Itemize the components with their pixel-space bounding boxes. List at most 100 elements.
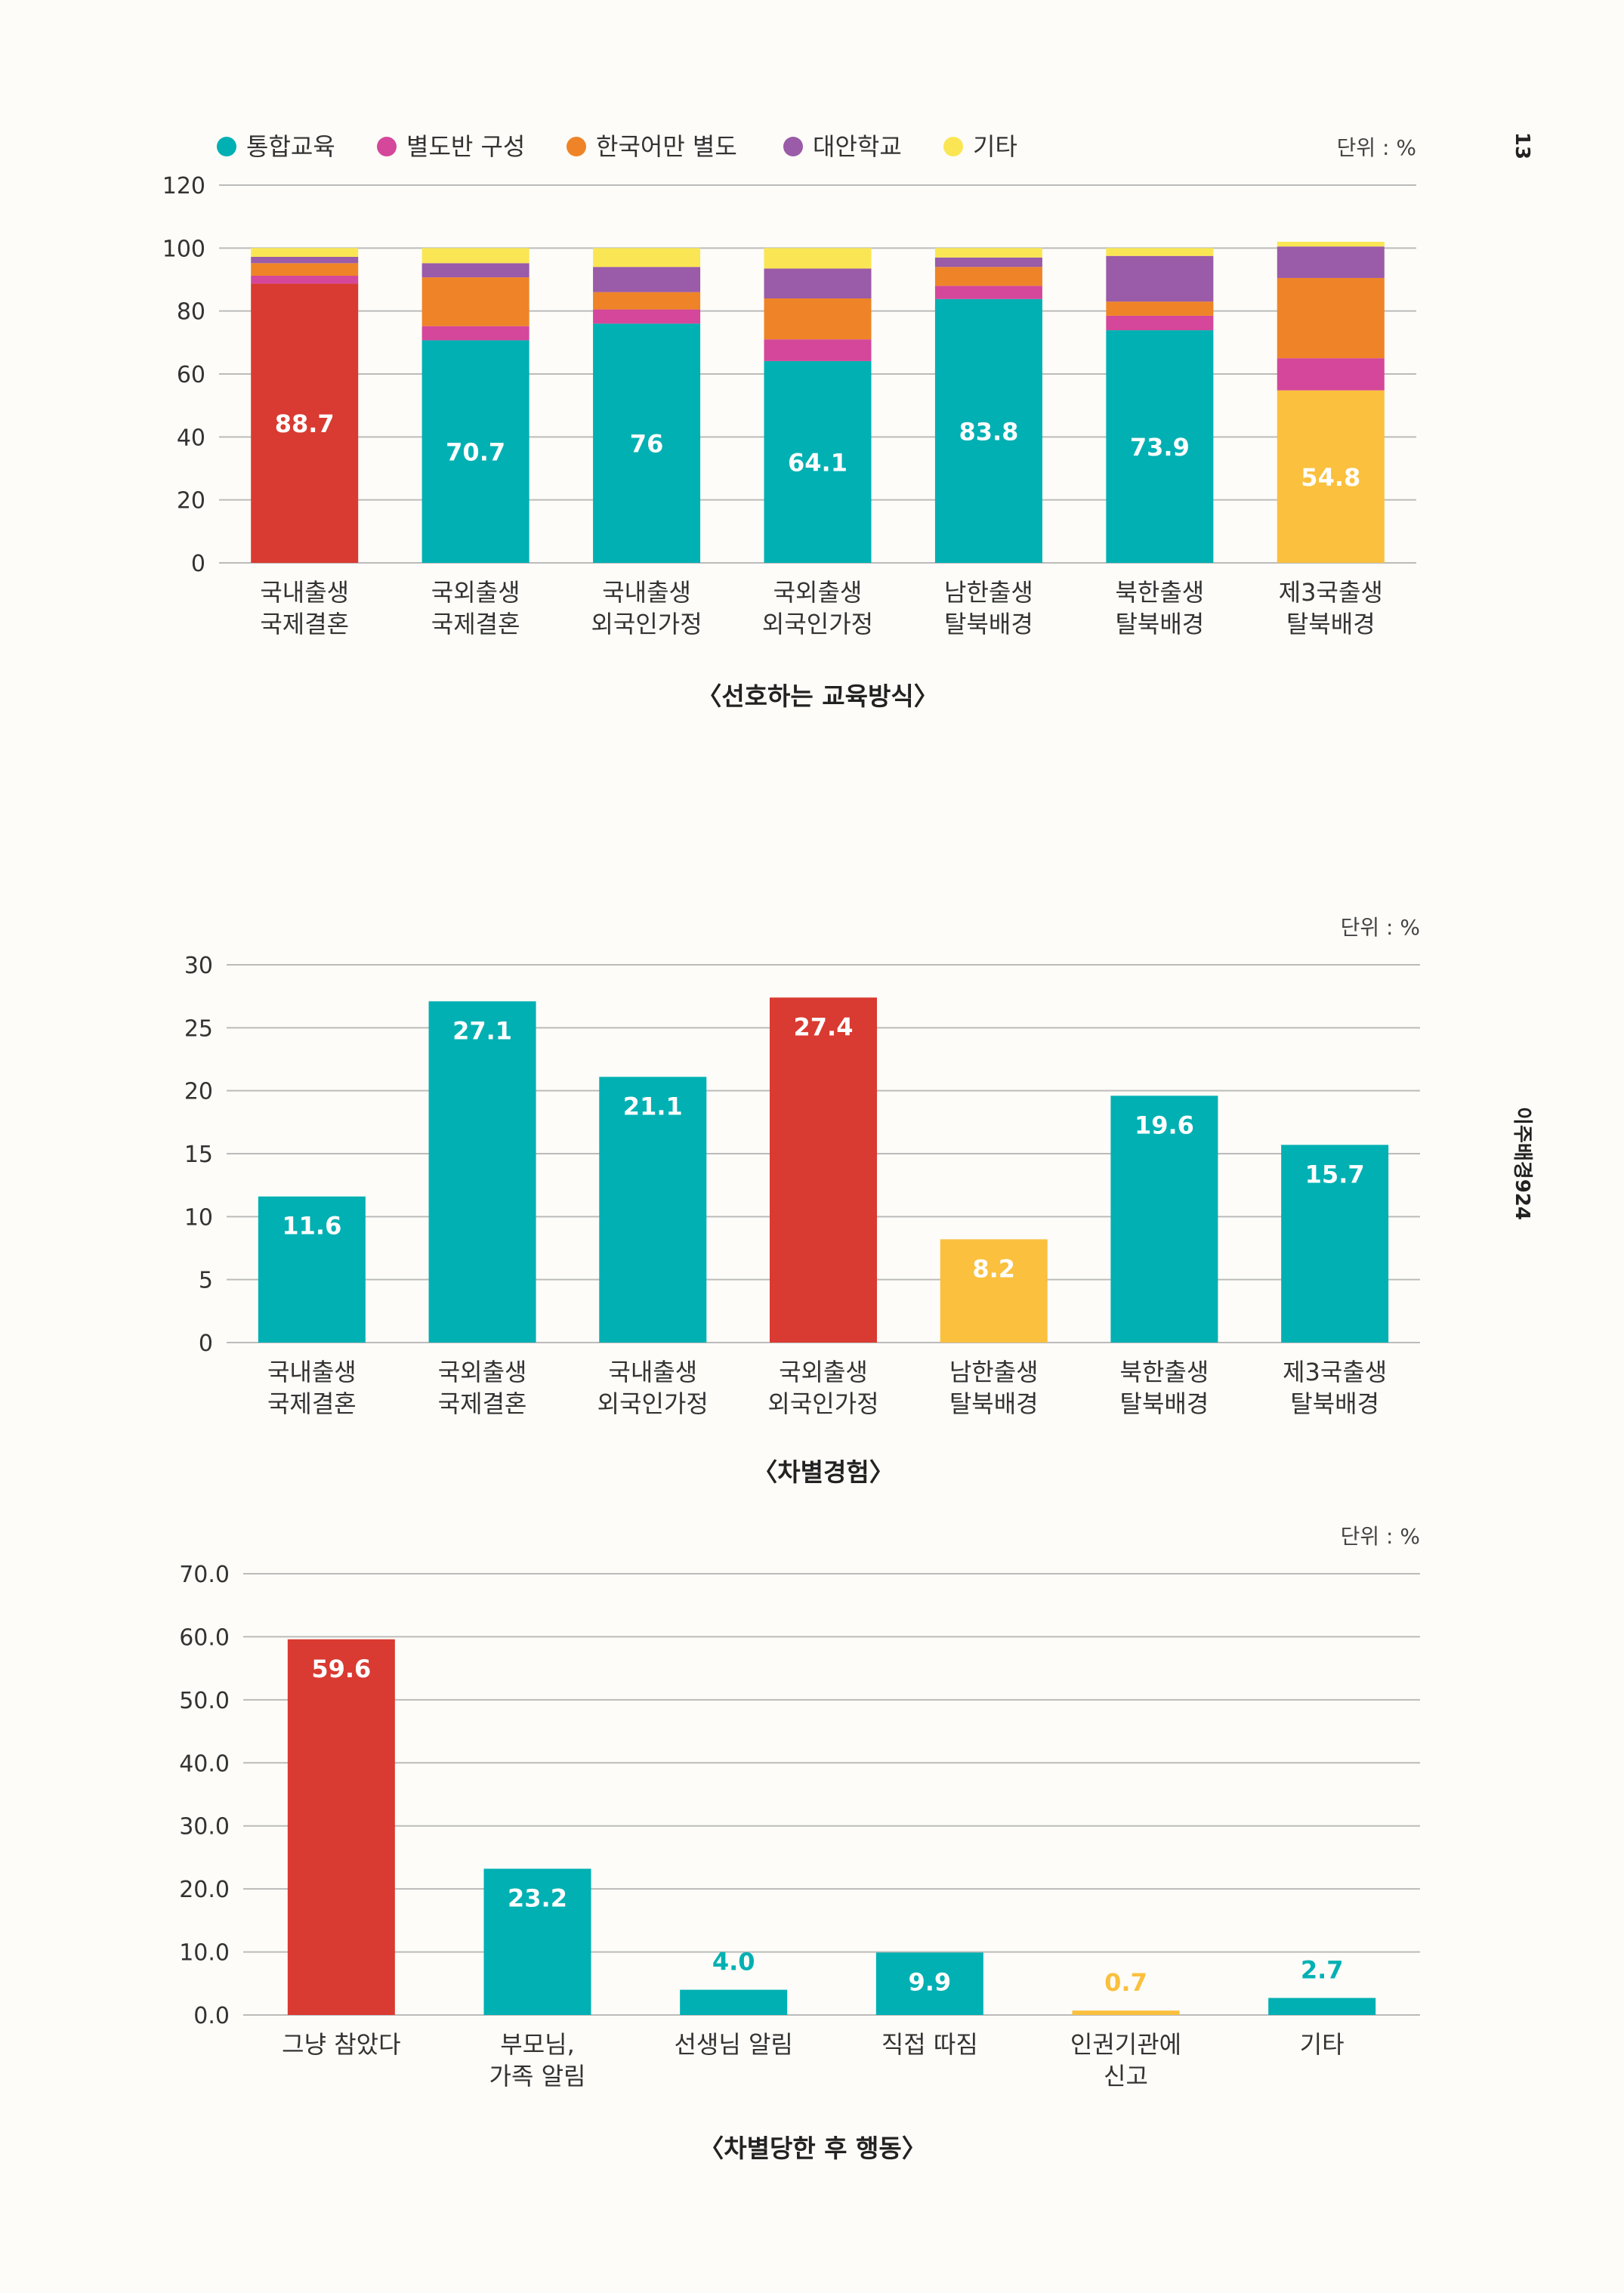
data-label: 23.2 [508, 1884, 567, 1912]
bar-segment [1106, 301, 1213, 316]
after-discrimination-action-chart: 0.0 10.0 20.0 30.0 40.0 50.0 60.0 70.0 단위 : % 59.… [179, 1524, 1420, 2163]
data-label: 76 [630, 430, 664, 459]
bar-segment [593, 267, 700, 292]
category-label: 탈북배경 [1120, 1389, 1209, 1418]
bar [288, 1639, 395, 2015]
y-tick-label: 20.0 [179, 1877, 230, 1903]
bar-segment [422, 277, 529, 326]
category-label: 국내출생 [260, 578, 349, 607]
y-tick-label: 50.0 [179, 1688, 230, 1714]
bar-segment [1106, 248, 1213, 255]
data-label: 19.6 [1135, 1111, 1194, 1139]
bar-segment [422, 248, 529, 263]
bar-segment [422, 326, 529, 341]
data-label: 21.1 [623, 1092, 683, 1120]
category-label: 국내출생 [267, 1358, 357, 1386]
category-label: 외국인가정 [767, 1389, 878, 1418]
y-tick-label: 0 [191, 551, 205, 577]
y-tick-label: 100 [162, 236, 205, 262]
bar-segment [1277, 246, 1385, 278]
bar-segment [935, 258, 1042, 267]
bar-segment [1106, 256, 1213, 301]
legend-label: 통합교육 [246, 132, 335, 161]
category-label: 북한출생 [1120, 1358, 1209, 1386]
y-tick-label: 10 [184, 1204, 213, 1231]
data-label: 54.8 [1301, 463, 1360, 492]
category-label: 탈북배경 [949, 1389, 1039, 1418]
data-label: 59.6 [311, 1655, 371, 1683]
legend-swatch [943, 137, 963, 156]
y-tick-label: 40.0 [179, 1751, 230, 1777]
data-label: 70.7 [446, 438, 505, 467]
bar-segment [593, 292, 700, 310]
y-tick-label: 25 [184, 1015, 213, 1042]
category-label: 외국인가정 [762, 610, 873, 638]
category-label: 국외출생 [431, 578, 520, 607]
bar [429, 1001, 536, 1343]
bar [1073, 2010, 1180, 2015]
bar-segment [764, 298, 872, 339]
legend-label: 한국어만 별도 [596, 132, 737, 161]
y-tick-label: 30 [184, 953, 213, 979]
y-tick-label: 15 [184, 1142, 213, 1168]
data-label: 27.1 [452, 1016, 512, 1045]
y-tick-label: 60.0 [179, 1624, 230, 1651]
data-label: 27.4 [794, 1012, 854, 1041]
category-label: 국제결혼 [260, 610, 349, 638]
education-preference-chart: 통합교육 별도반 구성 한국어만 별도 대안학교 기타 0 20 40 60 80 100 120 단위… [162, 132, 1416, 711]
bar-segment [1277, 242, 1385, 246]
category-label: 외국인가정 [597, 1389, 709, 1418]
category-label: 인권기관에 [1070, 2030, 1181, 2059]
category-label: 국내출생 [608, 1358, 697, 1386]
category-label: 선생님 알림 [674, 2030, 792, 2059]
y-tick-label: 20 [177, 488, 205, 515]
bar-segment [1106, 316, 1213, 330]
category-label: 국제결혼 [438, 1389, 527, 1418]
unit-label: 단위 : % [1341, 1524, 1420, 1549]
category-label: 국내출생 [602, 578, 691, 607]
category-label: 국제결혼 [267, 1389, 357, 1418]
data-label: 11.6 [282, 1212, 341, 1241]
category-label: 북한출생 [1115, 578, 1204, 607]
category-label: 국외출생 [779, 1358, 868, 1386]
category-label: 제3국출생 [1279, 578, 1383, 607]
data-label: 73.9 [1130, 433, 1190, 462]
category-label: 국제결혼 [431, 610, 520, 638]
bar-segment [1277, 278, 1385, 358]
data-label: 88.7 [275, 409, 335, 438]
legend-label: 별도반 구성 [406, 132, 525, 161]
bar-segment [935, 248, 1042, 258]
category-label: 남한출생 [944, 578, 1033, 607]
y-tick-label: 5 [199, 1268, 213, 1294]
bar-segment [1277, 358, 1385, 390]
category-label: 국외출생 [773, 578, 863, 607]
category-label: 탈북배경 [1290, 1389, 1379, 1418]
chart-title: 〈차별당한 후 행동〉 [699, 2134, 927, 2163]
bar [770, 997, 877, 1343]
y-tick-label: 60 [177, 362, 205, 388]
data-label: 83.8 [959, 417, 1018, 446]
data-label: 8.2 [972, 1254, 1015, 1283]
unit-label: 단위 : % [1341, 915, 1420, 940]
bar-segment [251, 257, 358, 263]
y-tick-label: 70.0 [179, 1562, 230, 1588]
legend-swatch [377, 137, 397, 156]
bar-segment [251, 248, 358, 257]
y-tick-label: 0.0 [193, 2003, 230, 2029]
data-label: 4.0 [712, 1948, 755, 1976]
y-tick-label: 40 [177, 425, 205, 451]
bar-segment [251, 276, 358, 283]
bar-segment [251, 263, 358, 276]
legend-label: 대안학교 [813, 132, 902, 161]
chart-title: 〈선호하는 교육방식〉 [696, 681, 938, 711]
category-label: 그냥 참았다 [282, 2030, 400, 2059]
unit-label: 단위 : % [1337, 135, 1416, 160]
category-label: 직접 따짐 [881, 2030, 978, 2059]
bar-segment [593, 248, 700, 267]
bar-segment [764, 268, 872, 298]
bar-segment [764, 339, 872, 361]
category-label: 부모님, [500, 2030, 575, 2059]
legend-swatch [567, 137, 586, 156]
y-tick-label: 30.0 [179, 1814, 230, 1840]
legend-swatch [783, 137, 803, 156]
